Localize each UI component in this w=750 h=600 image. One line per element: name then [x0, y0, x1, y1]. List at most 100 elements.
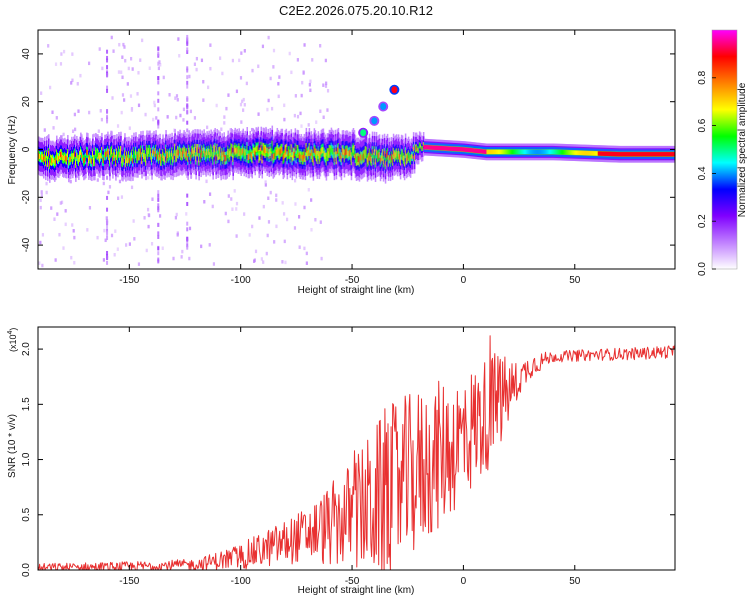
heatmap-cell — [582, 150, 585, 156]
heatmap-cell — [39, 153, 41, 160]
heatmap-cell — [253, 259, 256, 263]
heatmap-cell — [155, 116, 158, 120]
heatmap-cell — [69, 179, 72, 184]
heatmap-cell — [511, 149, 514, 155]
heatmap-cell — [411, 154, 414, 159]
heatmap-cell — [408, 155, 411, 161]
heatmap-cell — [305, 146, 308, 153]
heatmap-cell — [537, 149, 540, 155]
heatmap-cell — [293, 151, 296, 159]
heatmap-cell — [147, 224, 150, 229]
heatmap-cell — [248, 153, 251, 160]
heatmap-cell — [319, 109, 322, 114]
heatmap-cell — [224, 211, 227, 216]
heatmap-cell — [256, 146, 259, 153]
heatmap-cell — [41, 233, 45, 237]
heatmap-cell — [186, 227, 189, 232]
heatmap-cell — [254, 150, 257, 157]
heatmap-cell — [228, 152, 230, 159]
heatmap-cell — [398, 154, 401, 160]
heatmap-cell — [165, 147, 167, 154]
heatmap-cell — [157, 152, 159, 159]
heatmap-cell — [326, 151, 329, 158]
heatmap-cell — [182, 118, 185, 122]
heatmap-cell — [335, 154, 338, 162]
heatmap-cell — [52, 126, 55, 130]
heatmap-cell — [153, 100, 156, 105]
x-tick-label: -100 — [231, 576, 251, 587]
heatmap-cell — [355, 156, 358, 163]
heatmap-cell — [545, 149, 548, 155]
heatmap-cell — [611, 151, 614, 157]
heatmap-cell — [372, 155, 375, 162]
heatmap-cell — [453, 146, 455, 152]
heatmap-cell — [448, 146, 450, 151]
heatmap-cell — [425, 145, 427, 150]
heatmap-cell — [60, 52, 63, 56]
heatmap-cell — [205, 179, 208, 184]
heatmap-cell — [413, 155, 416, 160]
heatmap-cell — [200, 58, 204, 63]
heatmap-cell — [281, 147, 284, 154]
heatmap-cell — [179, 113, 182, 118]
heatmap-cell — [670, 152, 673, 157]
heatmap-cell — [226, 154, 228, 161]
heatmap-cell — [177, 37, 180, 41]
heatmap-cell — [566, 150, 569, 155]
heatmap-cell — [152, 150, 154, 157]
heatmap-cell — [586, 150, 589, 156]
heatmap-cell — [114, 229, 117, 233]
heatmap-cell — [197, 147, 199, 154]
heatmap-cell — [479, 149, 481, 154]
heatmap-cell — [235, 201, 239, 206]
heatmap-cell — [596, 151, 599, 156]
heatmap-cell — [212, 262, 216, 266]
heatmap-cell — [600, 151, 603, 156]
heatmap-cell — [515, 149, 518, 155]
heatmap-cell — [122, 158, 124, 165]
heatmap-cell — [351, 148, 354, 155]
heatmap-cell — [623, 152, 626, 157]
heatmap-cell — [455, 146, 457, 152]
heatmap-cell — [50, 157, 52, 163]
heatmap-cell — [194, 147, 196, 154]
heatmap-cell — [88, 206, 92, 210]
heatmap-cell — [574, 150, 577, 155]
heatmap-cell — [300, 124, 303, 128]
heatmap-cell — [130, 108, 134, 112]
heatmap-cell — [85, 155, 87, 162]
heatmap-cell — [532, 149, 535, 155]
heatmap-cell — [257, 64, 260, 69]
heatmap-cell — [475, 148, 477, 153]
heatmap-cell — [130, 56, 133, 61]
heatmap-cell — [68, 160, 70, 166]
heatmap-cell — [124, 150, 126, 157]
heatmap-cell — [668, 152, 671, 157]
heatmap-cell — [601, 151, 604, 156]
heatmap-cell — [555, 149, 558, 155]
heatmap-cell — [496, 149, 499, 155]
heatmap-cell — [155, 147, 157, 154]
heatmap-cell — [656, 152, 659, 157]
heatmap-cell — [625, 152, 628, 157]
heatmap-cell — [597, 151, 600, 156]
snr-y-multiplier-exponent: 4 — [7, 330, 14, 334]
y-tick-label: -20 — [21, 190, 32, 205]
heatmap-cell — [627, 152, 630, 157]
heatmap-cell — [94, 157, 96, 164]
heatmap-cell — [553, 149, 556, 155]
heatmap-cell — [266, 233, 269, 238]
heatmap-cell — [275, 193, 278, 198]
heatmap-cell — [130, 155, 132, 162]
heatmap-cell — [504, 149, 507, 155]
heatmap-cell — [440, 145, 442, 151]
heatmap-cell — [153, 103, 156, 108]
figure-title: C2E2.2026.075.20.10.R12 — [279, 3, 433, 18]
heatmap-cell — [243, 151, 246, 158]
heatmap-cell — [659, 152, 662, 157]
heatmap-cell — [111, 148, 113, 155]
heatmap-cell — [227, 219, 230, 224]
heatmap-cell — [133, 150, 135, 156]
heatmap-cell — [73, 153, 75, 159]
